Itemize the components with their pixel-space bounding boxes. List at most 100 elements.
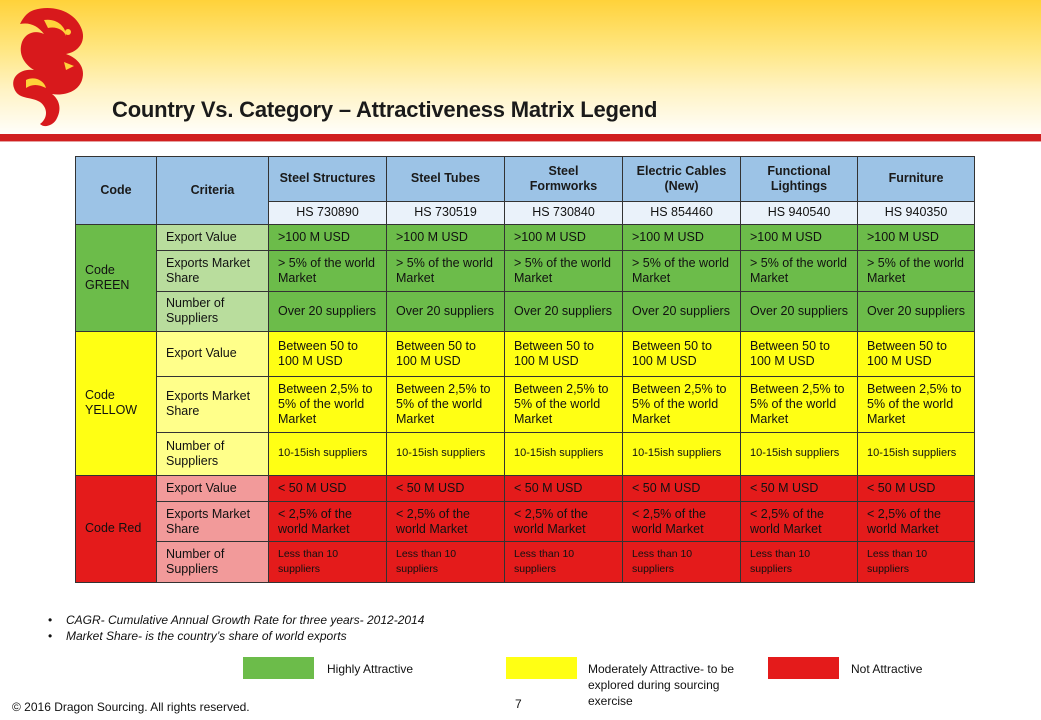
value-cell: Between 50 to 100 M USD [740, 331, 858, 377]
value-cell: Less than 10 suppliers [857, 541, 975, 583]
criteria-cell: Number of Suppliers [156, 432, 269, 476]
value-cell: Between 50 to 100 M USD [386, 331, 505, 377]
value-cell: Between 50 to 100 M USD [268, 331, 387, 377]
hs-code: HS 854460 [622, 200, 741, 225]
table-row: Exports Market Share Between 2,5% to 5% … [76, 375, 975, 434]
value-cell: < 50 M USD [857, 474, 975, 502]
value-cell: 10-15ish suppliers [268, 432, 387, 476]
hs-code: HS 940350 [857, 200, 975, 225]
value-cell: Over 20 suppliers [740, 290, 858, 333]
value-cell: < 50 M USD [504, 474, 623, 502]
value-cell: < 2,5% of the world Market [504, 500, 623, 543]
header-rule-shadow [0, 141, 1041, 142]
value-cell: < 2,5% of the world Market [386, 500, 505, 543]
category-header: Steel Structures [268, 156, 387, 202]
hs-code: HS 730890 [268, 200, 387, 225]
criteria-cell: Number of Suppliers [156, 541, 269, 583]
page-number: 7 [515, 697, 522, 711]
criteria-cell: Exports Market Share [156, 500, 269, 543]
value-cell: > 5% of the world Market [740, 250, 858, 292]
value-cell: 10-15ish suppliers [740, 432, 858, 476]
value-cell: 10-15ish suppliers [622, 432, 741, 476]
dragon-logo-icon [13, 8, 84, 127]
footnotes: • CAGR- Cumulative Annual Growth Rate for… [48, 613, 424, 645]
value-cell: > 5% of the world Market [622, 250, 741, 292]
hs-code: HS 940540 [740, 200, 858, 225]
footnote-text: Market Share- is the country’s share of … [66, 629, 347, 643]
value-cell: >100 M USD [268, 223, 387, 252]
hs-code: HS 730840 [504, 200, 623, 225]
table-row: Exports Market Share > 5% of the world M… [76, 250, 975, 292]
criteria-cell: Export Value [156, 474, 269, 502]
value-cell: Over 20 suppliers [268, 290, 387, 333]
value-cell: Between 2,5% to 5% of the world Market [504, 375, 623, 434]
value-cell: < 50 M USD [622, 474, 741, 502]
value-cell: Between 50 to 100 M USD [622, 331, 741, 377]
value-cell: Between 50 to 100 M USD [504, 331, 623, 377]
hs-code: HS 730519 [386, 200, 505, 225]
table-row: Code GREEN Export Value >100 M USD >100 … [75, 223, 975, 333]
value-cell: >100 M USD [857, 223, 975, 252]
value-cell: < 50 M USD [386, 474, 505, 502]
code-red-label: Code Red [75, 474, 157, 584]
value-cell: Less than 10 suppliers [622, 541, 741, 583]
legend-yellow-swatch [506, 657, 577, 679]
value-cell: Less than 10 suppliers [504, 541, 623, 583]
value-cell: > 5% of the world Market [268, 250, 387, 292]
page-title: Country Vs. Category – Attractiveness Ma… [112, 97, 658, 122]
header-band [0, 0, 1041, 138]
value-cell: Over 20 suppliers [622, 290, 741, 333]
table-row: Exports Market Share < 2,5% of the world… [76, 500, 975, 543]
value-cell: >100 M USD [740, 223, 858, 252]
value-cell: Over 20 suppliers [857, 290, 975, 333]
table-row: Number of Suppliers 10-15ish suppliers 1… [76, 432, 975, 476]
attractiveness-matrix-table: Code Criteria Steel Structures Steel Tub… [75, 156, 975, 584]
code-yellow-label: Code YELLOW [75, 331, 157, 476]
value-cell: Between 2,5% to 5% of the world Market [268, 375, 387, 434]
table-row: Number of Suppliers Less than 10 supplie… [76, 541, 975, 583]
value-cell: >100 M USD [386, 223, 505, 252]
copyright: © 2016 Dragon Sourcing. All rights reser… [12, 700, 250, 714]
value-cell: Over 20 suppliers [386, 290, 505, 333]
code-header: Code [75, 156, 157, 225]
table-row: Code YELLOW Export Value Between 50 to 1… [75, 331, 975, 476]
value-cell: < 2,5% of the world Market [740, 500, 858, 543]
criteria-cell: Exports Market Share [156, 375, 269, 434]
category-header: Steel Tubes [386, 156, 505, 202]
footnote-text: CAGR- Cumulative Annual Growth Rate for … [66, 613, 425, 627]
value-cell: < 50 M USD [740, 474, 858, 502]
legend-green-swatch [243, 657, 314, 679]
value-cell: Between 2,5% to 5% of the world Market [740, 375, 858, 434]
value-cell: Less than 10 suppliers [268, 541, 387, 583]
header-rule [0, 134, 1041, 141]
legend-green-label: Highly Attractive [327, 662, 414, 676]
category-header: Electric Cables (New) [622, 156, 741, 202]
value-cell: Between 2,5% to 5% of the world Market [386, 375, 505, 434]
criteria-cell: Export Value [156, 331, 269, 377]
criteria-cell: Number of Suppliers [156, 290, 269, 333]
value-cell: Between 2,5% to 5% of the world Market [857, 375, 975, 434]
table-header-row: Code Criteria Steel Structures Steel Tub… [75, 156, 975, 225]
criteria-cell: Export Value [156, 223, 269, 252]
value-cell: Less than 10 suppliers [740, 541, 858, 583]
bullet-icon: • [48, 613, 53, 627]
value-cell: < 2,5% of the world Market [622, 500, 741, 543]
category-header: Furniture [857, 156, 975, 202]
table-row: Number of Suppliers Over 20 suppliers Ov… [76, 290, 975, 333]
table-row: Code Red Export Value < 50 M USD < 50 M … [75, 474, 975, 584]
value-cell: < 50 M USD [268, 474, 387, 502]
value-cell: 10-15ish suppliers [386, 432, 505, 476]
criteria-header: Criteria [156, 156, 269, 225]
legend-yellow-label: Moderately Attractive- to be explored du… [588, 662, 735, 708]
value-cell: > 5% of the world Market [386, 250, 505, 292]
value-cell: > 5% of the world Market [857, 250, 975, 292]
legend-red-label: Not Attractive [851, 662, 923, 676]
hs-code-row: HS 730890 HS 730519 HS 730840 HS 854460 … [76, 200, 975, 225]
footnote-item: • Market Share- is the country’s share of… [48, 629, 424, 643]
value-cell: Between 50 to 100 M USD [857, 331, 975, 377]
value-cell: 10-15ish suppliers [857, 432, 975, 476]
value-cell: < 2,5% of the world Market [857, 500, 975, 543]
value-cell: < 2,5% of the world Market [268, 500, 387, 543]
value-cell: Between 2,5% to 5% of the world Market [622, 375, 741, 434]
value-cell: >100 M USD [504, 223, 623, 252]
